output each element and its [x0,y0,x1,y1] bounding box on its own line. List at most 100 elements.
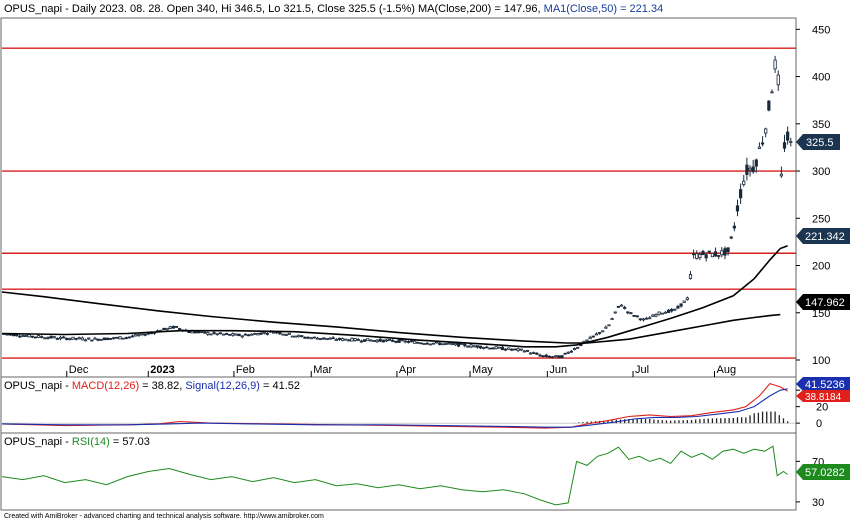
candle-body [751,166,755,173]
candle-body [535,352,539,355]
candle-body [591,335,595,338]
candle-body [554,355,558,358]
candle-body [607,324,611,327]
candle-body [134,334,138,337]
candle-body [757,146,762,149]
macd-label: MACD(12,26) [72,380,139,392]
candle-body [767,100,771,111]
candle-body [387,339,392,341]
candle-body [36,335,41,338]
candle-body [510,348,514,351]
candle-body [334,339,338,341]
candle-body [726,247,730,253]
candle-body [240,335,244,338]
svg-text:41.5236: 41.5236 [805,379,845,391]
candle-body [485,346,489,349]
candle-body [673,308,677,311]
candle-body [560,355,564,359]
candle-body [428,343,432,346]
macd-tick-label: 20 [816,402,828,414]
candle-body [350,337,354,342]
candle-body [676,306,680,309]
svg-text:57.0282: 57.0282 [805,467,845,479]
candle-body [340,338,345,341]
candle-body [356,339,360,341]
candle-body [648,317,652,320]
rsi-title: OPUS_napi - RSI(14) = 57.03 [4,436,150,448]
candle-body [688,274,693,279]
candle-body [519,348,523,351]
candle-body [21,335,25,337]
candle-body [300,335,304,338]
candle-body [641,318,646,321]
candle-body [366,338,370,342]
candle-body [168,326,172,329]
candle-body [748,167,752,171]
candle-body [576,346,580,349]
signal-badge: 41.5236 [796,377,850,391]
candle-body [30,335,34,338]
candle-body [394,340,398,343]
candle-body [33,336,38,339]
candle-body [121,337,125,340]
candle-body [225,333,229,335]
candle-body [143,333,147,336]
svg-text:38.8184: 38.8184 [805,392,842,403]
rsi-tick-label: 30 [812,497,824,509]
candle-body [337,337,342,340]
candle-body [322,337,326,340]
candle-body [397,339,401,343]
candle-body [745,164,749,175]
candle-body [362,339,367,342]
candle-body [704,254,708,259]
ma50-label: MA1(Close,50) = 221.34 [544,3,664,15]
candle-body [594,333,599,336]
price-tick-label: 400 [812,72,830,84]
candle-body [212,332,216,334]
rsi-badge: 57.0282 [796,464,850,480]
candle-body [287,332,291,335]
candle-body [218,332,222,335]
candle-body [231,333,235,336]
candle-body [344,338,348,341]
candle-body [463,343,467,347]
date-tick-label: Mar [313,364,332,376]
price-pane[interactable] [0,17,797,378]
macd-pane[interactable] [0,376,797,434]
macd-badge: 38.8184 [796,390,850,403]
candle-body [626,311,630,314]
candle-body [105,337,110,341]
candle-body [375,339,379,343]
candle-body [431,342,436,345]
candle-body [24,335,28,337]
candle-body [516,348,520,352]
rsi-line [1,445,788,506]
candle-body [544,354,548,358]
candle-body [713,251,718,257]
candle-body [529,352,533,355]
candle-body [779,173,783,177]
date-tick-label: Jun [549,364,567,376]
candle-body [654,314,658,317]
candle-body [77,337,81,340]
candle-body [403,340,407,343]
candle-body [96,338,100,341]
candle-body [513,348,517,351]
rsi-pane[interactable] [0,432,797,511]
candlesticks [2,55,793,359]
candle-body [65,337,69,341]
candle-body [698,253,702,259]
candle-body [99,338,103,341]
candle-body [707,250,711,253]
macd-tick-label: 0 [816,418,822,430]
date-tick-label: Dec [69,364,89,376]
candle-body [49,335,53,339]
candle-body [281,333,285,336]
candle-body [701,251,705,256]
candle-body [541,355,545,358]
price-tick-label: 450 [812,24,830,36]
candle-body [165,327,169,331]
candle-body [384,339,389,342]
candle-body [460,343,464,345]
